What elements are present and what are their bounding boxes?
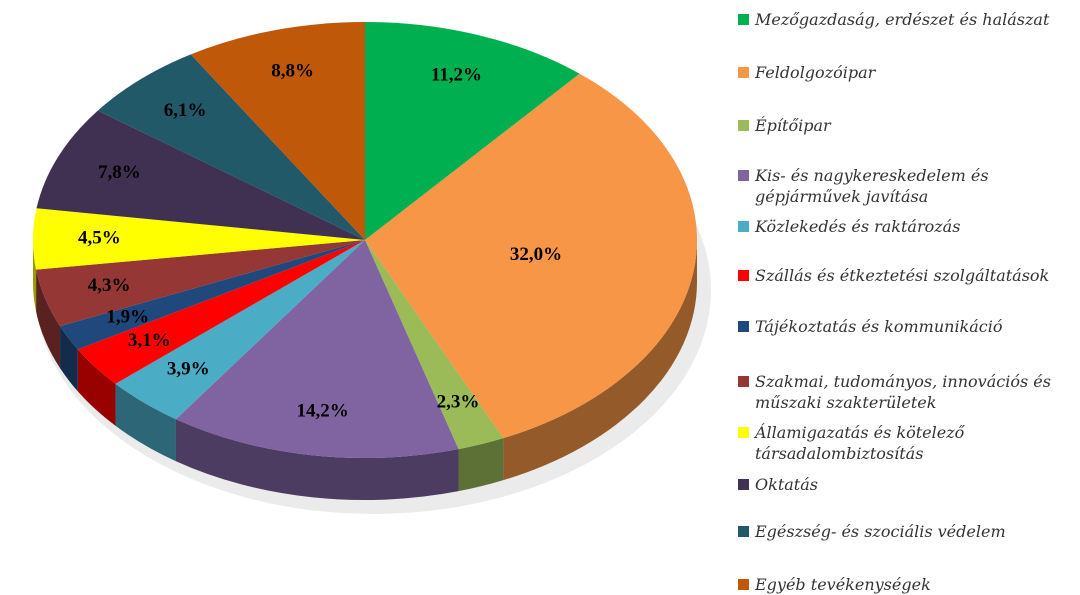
slice — [33, 208, 366, 270]
data-label: 6,1% — [164, 100, 207, 121]
slice-side — [60, 326, 78, 392]
slice — [365, 73, 697, 439]
data-label: 2,3% — [437, 392, 480, 413]
slice — [36, 240, 366, 327]
legend-item: Szakmai, tudományos, innovációs és műsza… — [738, 371, 1078, 413]
legend-swatch — [738, 321, 749, 332]
legend-item: Építőipar — [738, 115, 1078, 136]
legend-swatch — [738, 526, 749, 537]
slice-side — [33, 240, 37, 312]
legend-label: Építőipar — [755, 116, 831, 135]
legend-item: Kis- és nagykereskedelem és gépjárművek … — [738, 165, 1078, 207]
legend-swatch — [738, 427, 749, 438]
data-label: 1,9% — [106, 307, 149, 328]
legend-item: Mezőgazdaság, erdészet és halászat — [738, 9, 1078, 30]
slice — [365, 240, 504, 450]
legend-item: Közlekedés és raktározás — [738, 216, 1078, 237]
legend-swatch — [738, 270, 749, 281]
legend-swatch — [738, 479, 749, 490]
legend-label: Szállás és étkeztetési szolgáltatások — [755, 266, 1050, 285]
data-label: 11,2% — [431, 65, 482, 86]
legend-swatch — [738, 170, 749, 181]
data-label: 4,3% — [88, 275, 131, 296]
data-label: 3,9% — [167, 359, 210, 380]
slice — [77, 240, 365, 384]
legend-label: Oktatás — [755, 475, 818, 494]
legend-swatch — [738, 120, 749, 131]
legend-label: Egyéb tevékenységek — [755, 575, 931, 594]
pie-chart: 11,2% 32,0% 2,3% 14,2% 3,9% 3,1%1,9% 4,3% 4,5% 7… — [33, 22, 711, 514]
legend-label: Mezőgazdaság, erdészet és halászat — [755, 10, 1050, 29]
legend-item: Egyéb tevékenységek — [738, 574, 1078, 595]
slice — [190, 22, 365, 240]
legend-swatch — [738, 221, 749, 232]
slice-side — [458, 438, 504, 492]
legend-item: Szállás és étkeztetési szolgáltatások — [738, 265, 1078, 286]
data-label: 32,0% — [510, 244, 562, 265]
legend-swatch — [738, 67, 749, 78]
data-label: 4,5% — [78, 228, 121, 249]
legend-swatch — [738, 376, 749, 387]
slice — [60, 240, 366, 350]
legend-swatch — [738, 579, 749, 590]
slice-side — [503, 240, 697, 481]
slice-side — [77, 349, 116, 426]
data-label: 14,2% — [297, 401, 349, 422]
legend-item: Oktatás — [738, 474, 1078, 495]
slice-side — [36, 269, 61, 369]
legend-label: Tájékoztatás és kommunikáció — [755, 317, 1003, 336]
data-label: 8,8% — [271, 61, 314, 82]
legend-label: Közlekedés és raktározás — [755, 217, 961, 236]
legend-item: Államigazatás és kötelező társadalombizt… — [738, 422, 1078, 464]
data-label: 3,1% — [128, 330, 171, 351]
slice — [115, 240, 366, 420]
slice-side — [175, 419, 459, 500]
legend-label: Kis- és nagykereskedelem és gépjárművek … — [755, 166, 989, 206]
legend-item: Tájékoztatás és kommunikáció — [738, 316, 1078, 337]
legend-label: Egészség- és szociális védelem — [755, 522, 1006, 541]
data-label: 7,8% — [98, 162, 141, 183]
slice — [97, 54, 365, 241]
slice-side — [115, 383, 176, 462]
legend-swatch — [738, 14, 749, 25]
legend-label: Feldolgozóipar — [755, 63, 876, 82]
slice — [36, 110, 366, 240]
legend-label: Szakmai, tudományos, innovációs és műsza… — [755, 372, 1051, 412]
legend-label: Államigazatás és kötelező társadalombizt… — [755, 423, 965, 463]
legend-item: Feldolgozóipar — [738, 62, 1078, 83]
legend-item: Egészség- és szociális védelem — [738, 521, 1078, 542]
slice — [365, 22, 580, 240]
slice — [175, 240, 459, 458]
